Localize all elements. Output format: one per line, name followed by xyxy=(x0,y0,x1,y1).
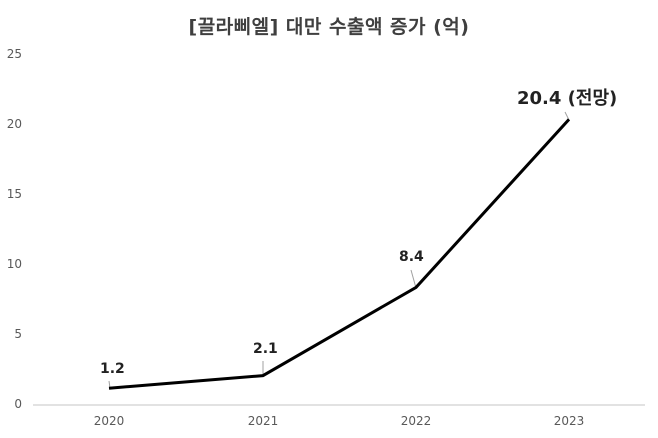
x-tick-2022: 2022 xyxy=(400,414,432,428)
data-label-2022: 8.4 xyxy=(399,249,424,265)
leader-line xyxy=(564,111,570,121)
y-tick-15: 15 xyxy=(6,187,22,201)
data-label-2021: 2.1 xyxy=(253,341,278,357)
x-tick-2023: 2023 xyxy=(553,414,585,428)
y-tick-25: 25 xyxy=(6,47,22,61)
data-label-2023: 20.4 (전망) xyxy=(517,88,618,109)
y-tick-20: 20 xyxy=(6,117,22,131)
data-label-2020: 1.2 xyxy=(100,361,125,377)
x-tick-2020: 2020 xyxy=(93,414,125,428)
series-line xyxy=(108,118,571,390)
y-tick-10: 10 xyxy=(6,257,22,271)
y-tick-0: 0 xyxy=(14,397,22,411)
x-tick-2021: 2021 xyxy=(247,414,279,428)
leader-line xyxy=(410,269,417,289)
y-tick-5: 5 xyxy=(14,327,22,341)
chart-title: [끌라삐엘] 대만 수출액 증가 (억) xyxy=(188,16,470,38)
